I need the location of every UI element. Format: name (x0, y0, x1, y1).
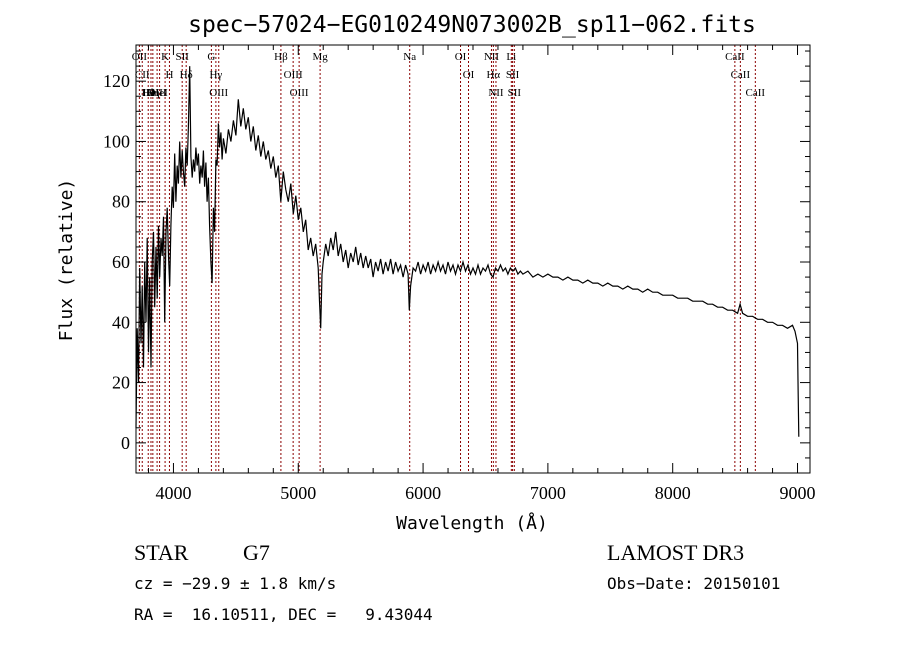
spectral-line-label: NII (488, 87, 504, 99)
y-tick-label: 20 (112, 373, 130, 393)
spectral-line-label: CaII (731, 69, 751, 81)
spectral-line-label: OII (132, 51, 148, 63)
spectral-line-label: OI (463, 69, 475, 81)
x-tick-label: 6000 (405, 483, 441, 503)
spectral-line-label: Na (403, 51, 416, 63)
survey-name: LAMOST DR3 (607, 540, 745, 565)
y-tick-label: 40 (112, 312, 130, 332)
x-tick-label: 4000 (155, 483, 191, 503)
spectral-line-label: SII (175, 51, 189, 63)
spectral-line-label: H (165, 69, 173, 81)
y-tick-label: 80 (112, 192, 130, 212)
spectral-line-label: Hθ (142, 87, 155, 99)
y-tick-label: 100 (103, 131, 130, 151)
spectral-line-label: Hβ (274, 51, 288, 63)
spectral-line-label: Hα (486, 69, 500, 81)
y-axis-label: Flux (relative) (56, 179, 77, 342)
spectral-line-label: NII (484, 51, 500, 63)
spectral-line-label: HeI (151, 87, 168, 99)
observation-date: Obs−Date: 20150101 (607, 574, 781, 593)
spectral-line-label: Li (506, 51, 516, 63)
spectral-line-label: OIII (284, 69, 303, 81)
spectral-line-label: OIII (148, 87, 167, 99)
spectral-line-label: CII (135, 69, 150, 81)
spectral-line-markers (138, 45, 756, 473)
x-axis-label: Wavelength (Å) (396, 512, 548, 534)
spectral-line-labels: OIICIIHθHeIHηOIIIHeIKHSIIHδGHγOIIIHβOIII… (132, 51, 766, 99)
x-tick-label: 9000 (780, 483, 816, 503)
x-tick-label: 8000 (655, 483, 691, 503)
spectral-line-label: SII (508, 87, 522, 99)
y-tick-label: 60 (112, 252, 130, 272)
y-tick-label: 0 (121, 433, 130, 453)
spectral-line-label: HeI (143, 87, 160, 99)
object-class: STAR (134, 540, 189, 565)
spectral-line-label: Mg (312, 51, 328, 63)
spectral-line-label: OI (455, 51, 467, 63)
spectral-line-label: CaII (746, 87, 766, 99)
spectral-line-label: G (207, 51, 215, 63)
spectral-line-label: OIII (290, 87, 309, 99)
x-tick-label: 5000 (280, 483, 316, 503)
x-axis: 4000 5000 6000 7000 8000 9000 (147, 45, 816, 503)
spectrum-series-line (135, 66, 800, 437)
chart-title: spec−57024−EG010249N073002B_sp11−062.fit… (188, 12, 756, 38)
spectral-line-label: Hγ (209, 69, 222, 81)
y-tick-label: 120 (103, 71, 130, 91)
spectral-line-label: OIII (209, 87, 228, 99)
object-subclass: G7 (243, 540, 270, 565)
spectral-line-label: K (161, 51, 169, 63)
spectral-line-label: CaII (725, 51, 745, 63)
y-axis: 0 20 40 60 80 100 120 (103, 50, 810, 474)
redshift-velocity: cz = −29.9 ± 1.8 km/s (134, 574, 337, 593)
spectral-line-label: Hη (146, 87, 160, 99)
x-tick-label: 7000 (530, 483, 566, 503)
spectral-line-label: SII (506, 69, 520, 81)
spectral-line-label: Hδ (180, 69, 193, 81)
coordinates: RA = 16.10511, DEC = 9.43044 (134, 605, 433, 624)
